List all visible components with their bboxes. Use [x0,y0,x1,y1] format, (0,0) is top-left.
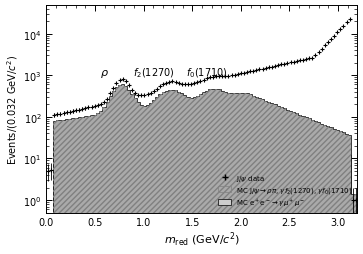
Y-axis label: Events/(0.032 GeV/$c^2$): Events/(0.032 GeV/$c^2$) [5,54,20,164]
Text: $f_2$(1270): $f_2$(1270) [132,66,174,80]
X-axis label: $m_{\rm red}$ (GeV/$c^2$): $m_{\rm red}$ (GeV/$c^2$) [164,230,240,248]
Text: $f_0$(1710): $f_0$(1710) [186,66,228,80]
Legend: J/$\psi$ data, MC J/$\psi$$\rightarrow$$\rho\pi$, $\gamma f_2$(1270), $\gamma f_: J/$\psi$ data, MC J/$\psi$$\rightarrow$$… [217,172,354,209]
Text: $\rho$: $\rho$ [100,68,109,80]
